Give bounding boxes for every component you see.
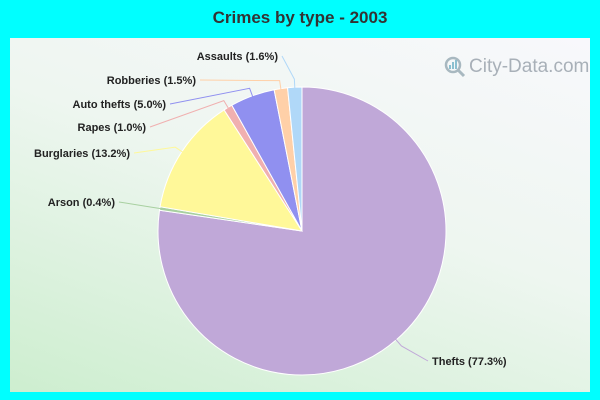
slice-label: Arson (0.4%) — [48, 197, 116, 209]
leader-line — [281, 55, 296, 98]
city-data-logo: City-Data.com — [444, 56, 589, 78]
slice-label: Robberies (1.5%) — [107, 75, 197, 87]
leader-line — [118, 201, 170, 211]
slice-label: Thefts (77.3%) — [432, 356, 507, 368]
chart-title: Crimes by type - 2003 — [212, 8, 388, 27]
leader-line — [199, 79, 283, 99]
slice-label: Assaults (1.6%) — [197, 51, 279, 63]
slice-label: Rapes (1.0%) — [78, 122, 147, 134]
leader-line — [133, 146, 191, 158]
leader-line — [169, 87, 257, 106]
leader-line — [389, 331, 429, 362]
slice-label: Burglaries (13.2%) — [34, 148, 130, 160]
magnifier-chart-icon — [444, 56, 466, 78]
watermark-text: City-Data.com — [469, 56, 590, 77]
leader-line — [149, 100, 234, 128]
slice-label: Auto thefts (5.0%) — [73, 99, 167, 111]
